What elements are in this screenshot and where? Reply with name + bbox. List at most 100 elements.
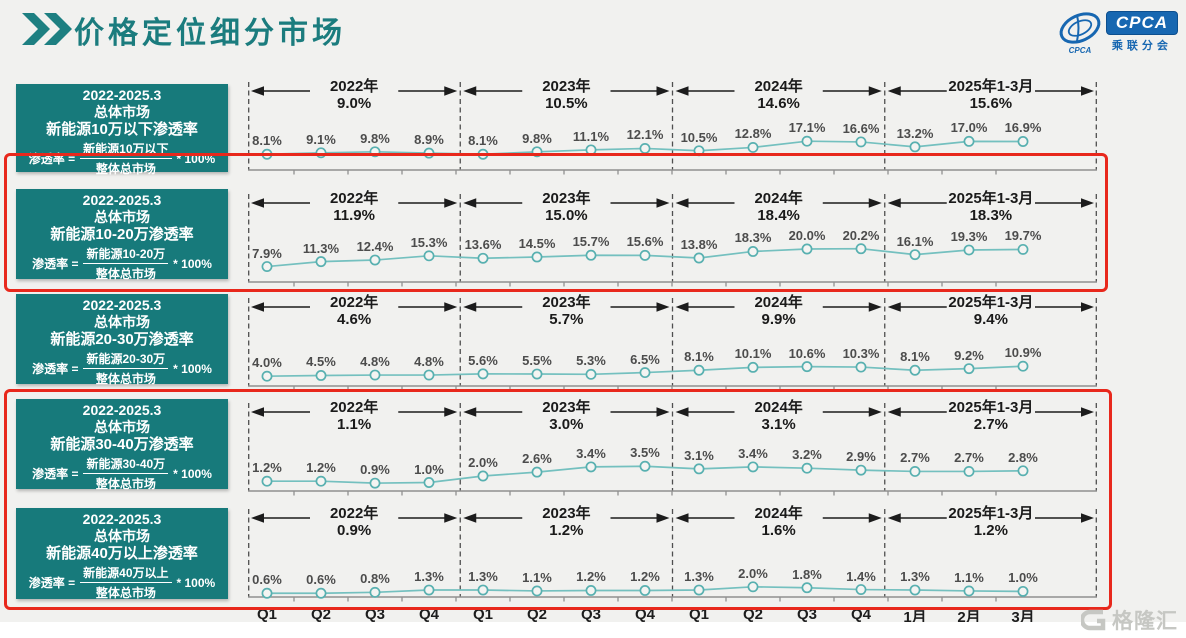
data-point-label: 1.3% <box>414 569 444 585</box>
data-point-label: 2.7% <box>900 450 930 466</box>
data-point-label: 5.6% <box>468 352 498 368</box>
x-axis-label: Q4 <box>850 606 871 623</box>
cpca-name-label: 乘联分会 <box>1111 40 1172 52</box>
x-axis-label: Q1 <box>472 606 493 623</box>
page-title: 价格定位细分市场 <box>74 17 346 50</box>
data-point-label: 4.8% <box>360 354 390 370</box>
formula-lhs: 渗透率 = <box>28 152 76 166</box>
year-average-value: 15.6% <box>969 95 1013 112</box>
info-period: 2022-2025.3 <box>82 297 162 313</box>
year-summary: 2024年 9.9% <box>704 294 854 328</box>
data-point-label: 12.1% <box>626 127 664 143</box>
year-summary: 2025年1-3月 15.6% <box>916 78 1066 112</box>
data-point-label: 1.0% <box>1008 570 1038 586</box>
data-point-label: 19.7% <box>1004 228 1042 244</box>
data-point-label: 13.8% <box>680 236 718 252</box>
data-point-label: 1.2% <box>252 460 282 476</box>
data-point-label: 9.8% <box>522 130 552 146</box>
formula-fraction: 新能源40万以上 整体总市场 <box>80 564 172 601</box>
data-point-label: 1.1% <box>522 569 552 585</box>
penetration-formula: 渗透率 = 新能源20-30万 整体总市场 * 100% <box>16 350 228 387</box>
year-summary: 2023年 3.0% <box>491 399 641 433</box>
year-average-value: 3.1% <box>761 416 796 433</box>
year-average-value: 4.6% <box>337 311 372 328</box>
info-metric: 新能源10-20万渗透率 <box>50 226 194 243</box>
data-point-label: 11.3% <box>302 240 340 256</box>
data-point-label: 15.6% <box>626 234 664 250</box>
year-summary: 2024年 14.6% <box>704 78 854 112</box>
info-market: 总体市场 <box>94 314 150 330</box>
title-chevron-icon <box>22 13 72 45</box>
penetration-formula: 渗透率 = 新能源40万以上 整体总市场 * 100% <box>16 564 228 601</box>
data-point-label: 15.7% <box>572 234 610 250</box>
data-point-label: 6.5% <box>630 351 660 367</box>
formula-numerator: 新能源10万以下 <box>80 140 172 159</box>
year-average-value: 0.9% <box>337 522 372 539</box>
info-box: 2022-2025.3 总体市场 新能源40万以上渗透率 渗透率 = 新能源40万以上整… <box>16 508 228 601</box>
year-average-value: 9.9% <box>761 311 796 328</box>
data-point-label: 1.8% <box>792 566 822 582</box>
formula-denominator: 整体总市场 <box>95 586 156 600</box>
year-label: 2024年 <box>754 190 803 207</box>
data-point-label: 3.1% <box>684 447 714 463</box>
data-point-label: 1.3% <box>684 569 714 585</box>
data-point-label: 8.1% <box>900 349 930 365</box>
cpca-abbr-badge: CPCA <box>1105 11 1178 35</box>
data-point-label: 9.1% <box>306 131 336 147</box>
formula-numerator: 新能源10-20万 <box>83 245 169 264</box>
data-point-label: 8.1% <box>252 133 282 149</box>
year-average-value: 3.0% <box>549 416 584 433</box>
year-summary: 2024年 18.4% <box>704 190 854 224</box>
data-point-label: 3.4% <box>738 445 768 461</box>
x-axis-label: Q3 <box>796 606 817 623</box>
data-point-label: 19.3% <box>950 229 988 244</box>
year-average-value: 2.7% <box>973 416 1008 433</box>
year-average-value: 9.0% <box>337 95 372 112</box>
data-point-label: 1.4% <box>846 568 876 584</box>
formula-numerator: 新能源20-30万 <box>83 350 169 369</box>
year-label: 2025年1-3月 <box>948 505 1034 522</box>
info-market: 总体市场 <box>94 209 150 225</box>
data-point-label: 8.9% <box>414 132 444 148</box>
formula-denominator: 整体总市场 <box>95 162 156 176</box>
data-point-label: 13.2% <box>896 125 934 141</box>
bottom-strip <box>0 622 1186 638</box>
info-period: 2022-2025.3 <box>82 87 162 103</box>
data-point-label: 0.9% <box>360 462 390 478</box>
year-summary: 2023年 5.7% <box>491 294 641 328</box>
data-point-label: 2.6% <box>522 451 552 467</box>
info-box: 2022-2025.3 总体市场 新能源30-40万渗透率 渗透率 = 新能源30-40… <box>16 399 228 491</box>
year-label: 2023年 <box>542 399 591 416</box>
year-average-value: 10.5% <box>545 95 588 112</box>
info-box: 2022-2025.3 总体市场 新能源10万以下渗透率 渗透率 = 新能源10万以下整… <box>16 84 228 176</box>
year-summary: 2025年1-3月 9.4% <box>916 294 1066 328</box>
penetration-formula: 渗透率 = 新能源10-20万 整体总市场 * 100% <box>16 245 228 282</box>
x-axis-label: Q3 <box>580 606 601 623</box>
data-point-label: 3.2% <box>792 447 822 463</box>
data-point-label: 1.2% <box>630 569 660 585</box>
info-metric: 新能源10万以下渗透率 <box>46 121 198 138</box>
formula-lhs: 渗透率 = <box>28 576 76 590</box>
data-point-label: 10.9% <box>1004 345 1042 361</box>
data-point-label: 2.0% <box>738 565 768 581</box>
formula-fraction: 新能源10-20万 整体总市场 <box>83 245 169 282</box>
data-point-label: 1.1% <box>954 569 984 585</box>
year-summary: 2024年 1.6% <box>704 505 854 539</box>
x-axis-label: Q4 <box>418 606 439 623</box>
info-metric: 新能源30-40万渗透率 <box>50 436 194 453</box>
data-point-label: 1.0% <box>414 461 444 477</box>
year-summary: 2022年 11.9% <box>279 190 429 224</box>
data-point-label: 20.2% <box>842 227 880 243</box>
data-point-label: 1.3% <box>900 569 930 585</box>
gelonghui-name-label: 格隆汇 <box>1112 610 1178 633</box>
data-point-label: 12.8% <box>734 126 772 142</box>
year-label: 2022年 <box>329 399 379 416</box>
x-axis-label: 1月 <box>903 609 927 626</box>
data-point-label: 4.5% <box>306 354 336 370</box>
data-point-label: 17.0% <box>950 120 988 136</box>
data-point-label: 2.9% <box>846 449 876 465</box>
year-summary: 2022年 9.0% <box>279 78 429 112</box>
info-market: 总体市场 <box>94 528 150 544</box>
x-axis-label: Q2 <box>742 606 763 623</box>
formula-lhs: 渗透率 = <box>32 362 79 376</box>
